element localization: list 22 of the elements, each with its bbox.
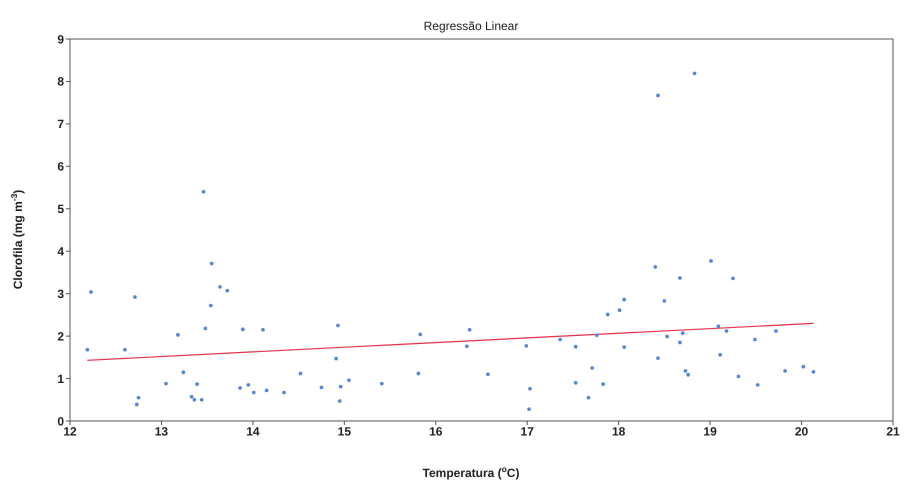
y-tick-label: 9 <box>57 32 64 46</box>
x-tick-label: 15 <box>338 424 352 439</box>
x-tick-label: 17 <box>520 424 534 439</box>
x-tick-label: 21 <box>886 424 900 439</box>
chart-title: Regressão Linear <box>424 19 518 33</box>
y-tick-label: 2 <box>57 329 64 344</box>
y-tick-label: 7 <box>57 117 64 132</box>
x-axis-title: Temperatura ($^{o}$C) <box>422 464 520 480</box>
x-tick-label: 18 <box>612 424 626 439</box>
y-tick-label: 5 <box>57 202 64 216</box>
y-tick-label: 0 <box>57 414 64 428</box>
y-tick-label: 8 <box>57 74 64 89</box>
y-tick-label: 6 <box>57 160 64 174</box>
x-tick-label: 14 <box>246 424 260 439</box>
y-tick-label: 4 <box>57 244 64 258</box>
x-tick-label: 20 <box>794 424 809 439</box>
x-tick-label: 12 <box>63 424 77 439</box>
x-tick-label: 13 <box>154 424 168 439</box>
y-tick-label: 1 <box>57 372 64 386</box>
y-tick-label: 3 <box>57 286 64 301</box>
x-tick-label: 19 <box>703 424 718 439</box>
x-tick-label: 16 <box>429 424 443 439</box>
